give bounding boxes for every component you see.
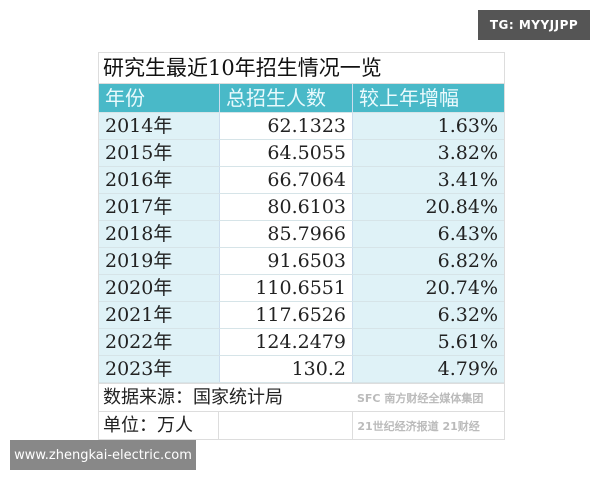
total-cell: 110.6551	[219, 275, 353, 301]
total-cell: 117.6526	[219, 302, 353, 328]
table-row: 2014年 62.1323 1.63%	[99, 113, 504, 140]
header-total: 总招生人数	[219, 84, 353, 112]
year-cell: 2020年	[99, 275, 219, 301]
year-cell: 2018年	[99, 221, 219, 247]
enrollment-table: 研究生最近10年招生情况一览 年份 总招生人数 较上年增幅 2014年 62.13…	[98, 52, 505, 440]
growth-cell: 1.63%	[353, 113, 504, 139]
growth-cell: 6.82%	[353, 248, 504, 274]
growth-cell: 20.84%	[353, 194, 504, 220]
growth-cell: 3.41%	[353, 167, 504, 193]
table-row: 2019年 91.6503 6.82%	[99, 248, 504, 275]
growth-cell: 20.74%	[353, 275, 504, 301]
growth-cell: 6.43%	[353, 221, 504, 247]
table-row: 2023年 130.2 4.79%	[99, 356, 504, 383]
year-cell: 2016年	[99, 167, 219, 193]
header-row: 年份 总招生人数 较上年增幅	[99, 84, 504, 113]
table-row: 2021年 117.6526 6.32%	[99, 302, 504, 329]
tg-watermark: TG: MYYJJPP	[478, 10, 590, 40]
growth-cell: 5.61%	[353, 329, 504, 355]
total-cell: 91.6503	[219, 248, 353, 274]
site-watermark: www.zhengkai-electric.com	[10, 440, 196, 470]
total-cell: 124.2479	[219, 329, 353, 355]
total-cell: 130.2	[219, 356, 353, 382]
header-growth: 较上年增幅	[353, 84, 504, 112]
growth-cell: 3.82%	[353, 140, 504, 166]
total-cell: 64.5055	[219, 140, 353, 166]
year-cell: 2022年	[99, 329, 219, 355]
growth-cell: 6.32%	[353, 302, 504, 328]
total-cell: 62.1323	[219, 113, 353, 139]
table-row: 2017年 80.6103 20.84%	[99, 194, 504, 221]
year-cell: 2015年	[99, 140, 219, 166]
total-cell: 80.6103	[219, 194, 353, 220]
table-row: 2020年 110.6551 20.74%	[99, 275, 504, 302]
source-row: 数据来源：国家统计局 SFC 南方财经全媒体集团	[99, 383, 504, 411]
year-cell: 2014年	[99, 113, 219, 139]
growth-cell: 4.79%	[353, 356, 504, 382]
year-cell: 2021年	[99, 302, 219, 328]
total-cell: 85.7966	[219, 221, 353, 247]
header-year: 年份	[99, 84, 219, 112]
year-cell: 2023年	[99, 356, 219, 382]
table-row: 2016年 66.7064 3.41%	[99, 167, 504, 194]
year-cell: 2017年	[99, 194, 219, 220]
table-row: 2015年 64.5055 3.82%	[99, 140, 504, 167]
year-cell: 2019年	[99, 248, 219, 274]
table-row: 2018年 85.7966 6.43%	[99, 221, 504, 248]
sfc-logo: SFC 南方财经全媒体集团	[357, 392, 484, 405]
source-text: 数据来源：国家统计局	[103, 387, 283, 408]
table-title: 研究生最近10年招生情况一览	[99, 53, 504, 84]
unit-text: 单位：万人	[99, 412, 219, 439]
total-cell: 66.7064	[219, 167, 353, 193]
21-logo: 21世纪经济报道 21财经	[357, 420, 480, 433]
empty-cell	[219, 412, 354, 439]
unit-row: 单位：万人 21世纪经济报道 21财经	[99, 411, 504, 439]
table-row: 2022年 124.2479 5.61%	[99, 329, 504, 356]
